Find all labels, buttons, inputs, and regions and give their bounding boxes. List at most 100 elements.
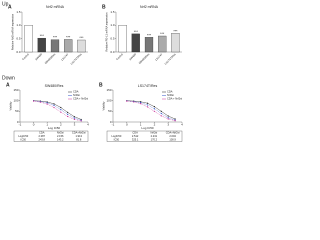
x-tick-label: 1: [140, 122, 142, 126]
y-tick-label: 0: [110, 120, 112, 124]
x-axis-label: Log IC50: [48, 126, 61, 130]
y-tick-label: 50: [108, 109, 112, 113]
significance-label: ***: [40, 34, 45, 38]
chart-title: Nrf2 mRNA: [140, 5, 159, 9]
x-tick-label: 2: [154, 122, 156, 126]
x-tick-label: 0: [33, 122, 35, 126]
legend-label: CDA + Nrf2si: [73, 97, 88, 101]
y-tick-label: 0: [17, 120, 19, 124]
x-axis-label: Log IC50: [141, 126, 154, 130]
bar: [24, 25, 33, 53]
table-cell: 325.1: [132, 137, 139, 141]
bar: [131, 33, 140, 53]
page: Up Down A 0.0 0.5 1.0 1.5 Relative Nrf2 mRNA …: [2, 1, 184, 142]
x-tick-label: SW480/Res: [44, 52, 57, 65]
section-label: Down: [2, 75, 15, 81]
data-point: [46, 103, 48, 105]
x-tick-label: -1: [112, 122, 115, 126]
legend-label: Nrf2si: [73, 93, 80, 97]
x-tick-label: LS174T: [60, 52, 70, 62]
bar: [50, 39, 60, 53]
table-cell: 81.8: [76, 137, 82, 141]
x-tick-label: 2: [60, 122, 62, 126]
chart-title: Nrf2 mRNA: [46, 5, 65, 9]
bar: [64, 39, 73, 53]
y-axis-label: Viability: [102, 101, 106, 111]
y-tick-label: 1.5: [16, 10, 21, 14]
y-axis-label: Relative PD-L1 mRNA expression: [105, 12, 109, 51]
x-tick-label: 4: [181, 122, 183, 126]
x-tick-label: Control: [115, 52, 124, 61]
bar: [171, 33, 180, 53]
data-point: [140, 101, 142, 104]
y-tick-label: 1.0: [16, 23, 21, 27]
table-frame: [13, 130, 89, 142]
y-tick-label: 50: [15, 109, 19, 113]
series-line: [33, 100, 82, 121]
x-tick-label: 1: [46, 122, 48, 126]
x-tick-label: -1: [19, 122, 22, 126]
table-cell: 143.2: [57, 137, 64, 141]
x-tick-label: Control: [21, 52, 30, 61]
x-tick-label: SW480/Res: [138, 52, 151, 65]
x-tick-label: 3: [167, 122, 169, 126]
x-tick-label: 4: [87, 122, 89, 126]
bar: [118, 25, 127, 53]
y-axis-label: Viability: [9, 101, 13, 111]
table-cell: IC50: [114, 137, 120, 141]
legend-label: Nrf2si: [167, 93, 174, 97]
x-tick-label: LS174T: [154, 52, 164, 62]
table-cell: 2.231: [151, 134, 158, 138]
y-tick-label: 1.5: [110, 10, 115, 14]
x-tick-label: SW480: [34, 52, 43, 61]
table-cell: 100.9: [169, 137, 176, 141]
x-tick-label: 3: [74, 122, 76, 126]
panel-label: B: [102, 4, 106, 10]
y-tick-label: 0.0: [16, 50, 21, 54]
y-tick-label: 1.0: [110, 23, 115, 27]
y-tick-label: 0.5: [110, 36, 115, 40]
table-cell: LogIC50: [18, 134, 28, 138]
chart-title: SW480/Res: [45, 84, 64, 88]
table-cell: 243.8: [39, 137, 46, 141]
data-point: [80, 120, 82, 122]
y-tick-label: 100: [106, 98, 111, 102]
series-line: [126, 100, 176, 121]
table-cell: 2.512: [132, 134, 139, 138]
series-line: [33, 100, 82, 122]
significance-label: ***: [134, 30, 139, 34]
significance-label: ***: [160, 32, 165, 36]
table-header: Nrf2si: [150, 130, 157, 134]
chart-title: LS174T/Res: [138, 84, 158, 88]
legend-label: CDA + Nrf2si: [167, 97, 182, 101]
table-frame: [106, 130, 183, 142]
y-tick-label: 0.5: [16, 36, 21, 40]
table-cell: 1.913: [76, 134, 83, 138]
x-tick-label: LS174T/Res: [70, 52, 84, 66]
section-label: Up: [2, 1, 9, 7]
series-line: [33, 100, 82, 120]
y-tick-label: 0.0: [110, 50, 115, 54]
y-tick-label: 150: [13, 88, 18, 92]
bar: [158, 35, 167, 53]
table-header: CDA: [132, 130, 138, 134]
significance-label: ***: [147, 33, 152, 37]
panel-label: A: [8, 4, 12, 10]
significance-label: ***: [66, 35, 71, 39]
bar: [144, 37, 154, 53]
table-cell: LogIC50: [111, 134, 121, 138]
table-cell: 170.2: [151, 137, 158, 141]
y-tick-label: 150: [106, 88, 111, 92]
significance-label: ***: [79, 36, 84, 40]
table-header: CDA: [39, 130, 45, 134]
bar: [37, 37, 46, 53]
x-tick-label: 0: [126, 122, 128, 126]
significance-label: ***: [53, 36, 58, 40]
y-axis-label: Relative Nrf2 mRNA expression: [11, 13, 15, 50]
table-header: CDA+Nrf2si: [166, 130, 180, 134]
panel-label: A: [6, 82, 10, 88]
table-cell: 2.156: [57, 134, 64, 138]
panel-label: B: [99, 82, 103, 88]
legend-label: CDA: [73, 90, 79, 94]
